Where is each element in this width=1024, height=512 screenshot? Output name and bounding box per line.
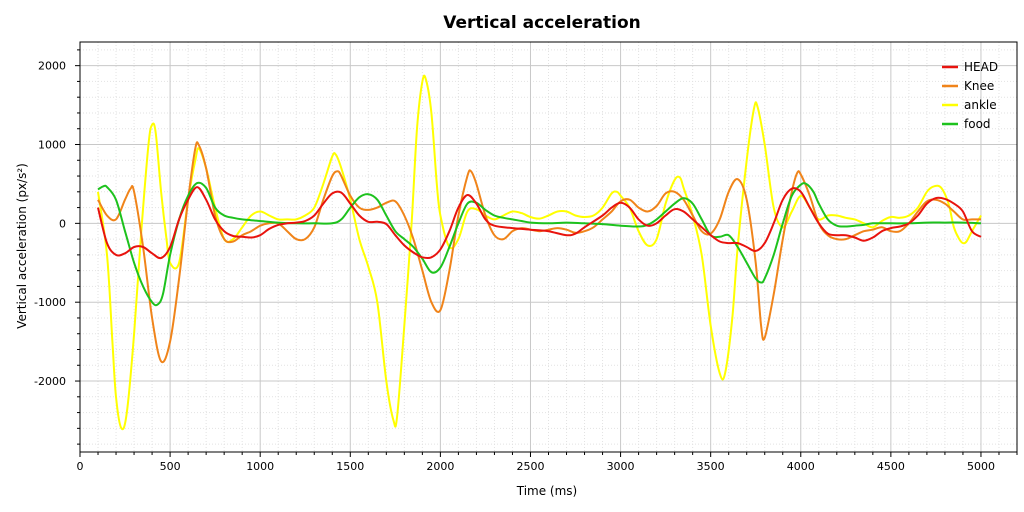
x-tick-label: 3000 — [607, 460, 635, 473]
legend: HEAD Knee ankle food — [942, 60, 998, 131]
x-tick-label: 5000 — [967, 460, 995, 473]
series-line-head — [97, 186, 982, 260]
x-tick-label: 4000 — [787, 460, 815, 473]
y-tick-label: -2000 — [34, 375, 66, 388]
plot-area: 0 500 1000 1500 2000 2500 3000 3500 4000 4500 5000… — [34, 41, 1018, 473]
y-tick-label: 0 — [59, 217, 66, 230]
legend-label-food: food — [964, 117, 991, 131]
x-tick-label: 4500 — [877, 460, 905, 473]
x-tick-label: 0 — [77, 460, 84, 473]
legend-label-ankle: ankle — [964, 98, 997, 112]
legend-label-knee: Knee — [964, 79, 994, 93]
y-axis-label: Vertical acceleration (px/s²) — [15, 163, 29, 329]
y-tick-label: 2000 — [38, 60, 66, 73]
y-tick-label: 1000 — [38, 139, 66, 152]
x-tick-label: 2000 — [426, 460, 454, 473]
x-tick-label: 1000 — [246, 460, 274, 473]
y-tick-label: -1000 — [34, 296, 66, 309]
x-tick-label: 2500 — [516, 460, 544, 473]
x-tick-label: 3500 — [697, 460, 725, 473]
series-line-food — [97, 181, 982, 307]
x-tick-label: 500 — [160, 460, 181, 473]
x-tick-label: 1500 — [336, 460, 364, 473]
x-axis-label: Time (ms) — [516, 484, 578, 498]
legend-label-head: HEAD — [964, 60, 998, 74]
chart-title: Vertical acceleration — [443, 13, 641, 33]
